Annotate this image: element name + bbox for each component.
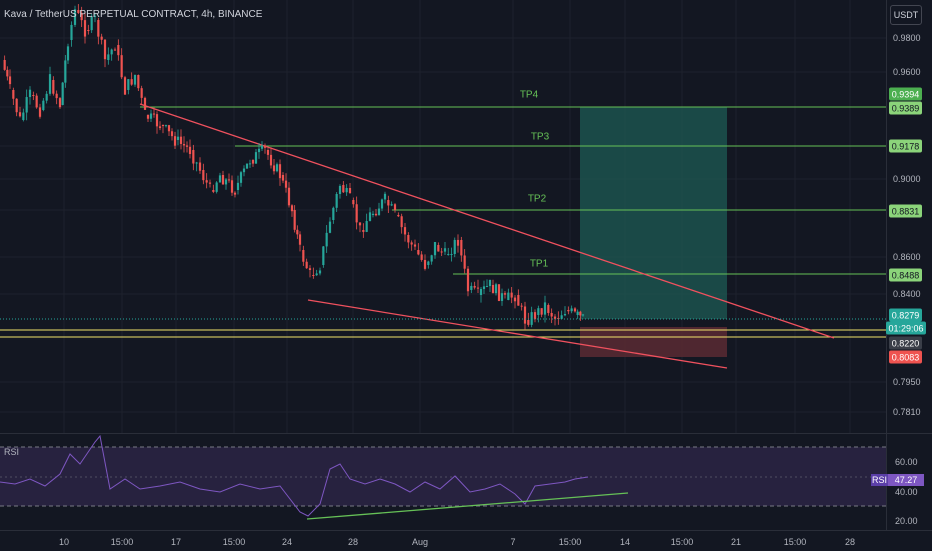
rsi-canvas[interactable] (0, 434, 886, 530)
pane-separator[interactable] (0, 433, 932, 434)
time-tick: 15:00 (783, 537, 807, 547)
current-price-label: 0.8279 (889, 308, 922, 322)
time-tick: 17 (170, 537, 182, 547)
time-tick: 21 (730, 537, 742, 547)
time-tick: 15:00 (222, 537, 246, 547)
rsi-divergence-trendline[interactable] (306, 492, 629, 520)
time-tick: 28 (844, 537, 856, 547)
time-tick: 15:00 (558, 537, 582, 547)
price-tick: 0.7950 (893, 377, 921, 387)
wedge-lower-trendline[interactable] (307, 299, 728, 369)
rsi-badge-label: RSI (871, 474, 888, 486)
rsi-tick: 60.00 (895, 457, 918, 467)
price-tick: 0.9800 (893, 33, 921, 43)
tp4-label: TP4 (519, 89, 539, 101)
time-tick: 14 (619, 537, 631, 547)
main-chart-pane[interactable]: Kava / TetherUS PERPETUAL CONTRACT, 4h, … (0, 0, 886, 433)
price-tick: 0.8600 (893, 252, 921, 262)
price-label-tp3: 0.9178 (889, 139, 922, 153)
rsi-band (0, 447, 886, 506)
time-tick: 15:00 (110, 537, 134, 547)
tp1-label: TP1 (529, 258, 549, 270)
bar-countdown-timer: 01:29:06 (886, 321, 926, 335)
price-label-tp2: 0.8831 (889, 204, 922, 218)
time-tick: Aug (411, 537, 429, 547)
time-tick: 15:00 (670, 537, 694, 547)
wedge-upper-trendline[interactable] (139, 103, 835, 339)
time-tick: 7 (510, 537, 516, 547)
stop-loss-zone[interactable] (580, 327, 727, 357)
price-axis-border (886, 0, 887, 530)
price-tick: 0.7810 (893, 407, 921, 417)
rsi-tick: 40.00 (895, 487, 918, 497)
price-label-tp4-upper: 0.9394 (889, 87, 922, 101)
price-tick: 0.9000 (893, 174, 921, 184)
rsi-indicator-pane[interactable] (0, 434, 886, 530)
chart-title[interactable]: Kava / TetherUS PERPETUAL CONTRACT, 4h, … (4, 9, 263, 20)
profit-target-zone[interactable] (580, 107, 727, 319)
rsi-value-badge: RSI 47.27 (871, 474, 924, 486)
candlestick-series (3, 4, 585, 330)
tp3-label: TP3 (530, 131, 550, 143)
rsi-badge-value: 47.27 (888, 474, 924, 486)
price-tick: 0.9600 (893, 67, 921, 77)
rsi-indicator-title[interactable]: RSI (4, 447, 20, 457)
price-label-stop-loss: 0.8083 (889, 350, 922, 364)
time-tick: 28 (347, 537, 359, 547)
price-tick: 0.8400 (893, 289, 921, 299)
price-label-tp4: 0.9389 (889, 101, 922, 115)
rsi-tick: 20.00 (895, 516, 918, 526)
tp2-label: TP2 (527, 193, 547, 205)
time-tick: 24 (281, 537, 293, 547)
rsi-line[interactable] (0, 434, 589, 517)
price-label-tp1: 0.8488 (889, 268, 922, 282)
price-label-support: 0.8220 (889, 336, 922, 350)
price-chart-canvas[interactable] (0, 0, 886, 433)
time-tick: 10 (58, 537, 70, 547)
time-axis[interactable] (0, 530, 932, 551)
currency-selector-button[interactable]: USDT (890, 5, 922, 25)
